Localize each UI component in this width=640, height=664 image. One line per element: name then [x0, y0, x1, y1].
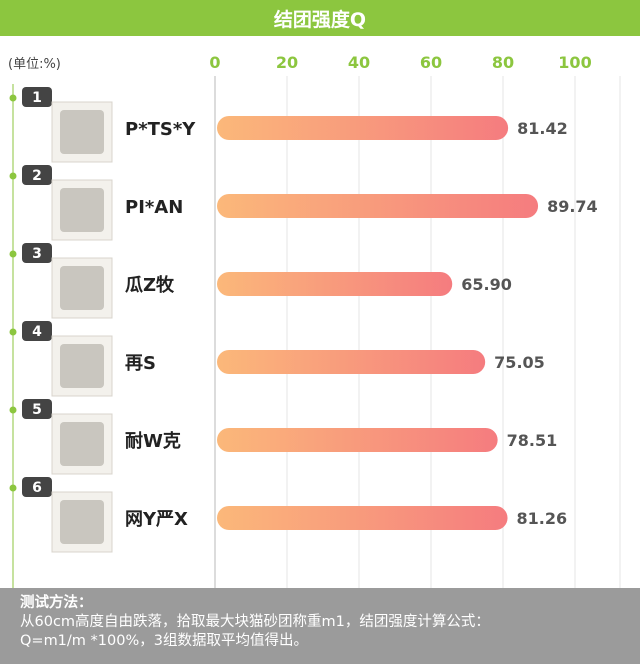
product-image-package-shape — [60, 422, 104, 466]
bar — [217, 506, 508, 530]
test-method-line-1: 从60cm高度自由跌落，拾取最大块猫砂团称重m1，结团强度计算公式： — [20, 614, 490, 630]
value-label: 65.90 — [461, 275, 512, 294]
timeline-dot — [9, 406, 17, 414]
timeline-dot — [9, 250, 17, 258]
bar-row: 4 再S 75.05 — [9, 321, 545, 397]
rank-badge — [22, 165, 52, 185]
test-method-note: 测试方法： 从60cm高度自由跌落，拾取最大块猫砂团称重m1，结团强度计算公式：… — [0, 588, 640, 664]
value-label: 81.26 — [517, 509, 568, 528]
bar — [217, 194, 539, 218]
rank-number: 1 — [32, 90, 42, 106]
rank-number: 4 — [32, 324, 42, 340]
rank-number: 5 — [32, 402, 42, 418]
category-label: 耐W克 — [125, 430, 181, 452]
value-label: 75.05 — [494, 353, 545, 372]
timeline-dot — [9, 94, 17, 102]
product-image-package-shape — [60, 110, 104, 154]
test-method-title: 测试方法： — [20, 595, 93, 611]
bar — [217, 350, 486, 374]
timeline-dot — [9, 328, 17, 336]
rank-badge — [22, 477, 52, 497]
bar-row: 3 瓜Z牧 65.90 — [9, 243, 512, 319]
product-image-package-shape — [60, 266, 104, 310]
bar-row: 1 P*TS*Y 81.42 — [9, 87, 568, 163]
rank-badge — [22, 243, 52, 263]
product-image-package-shape — [60, 188, 104, 232]
timeline-dot — [9, 484, 17, 492]
product-image-package-shape — [60, 500, 104, 544]
rank-number: 3 — [32, 246, 42, 262]
x-tick-label: 0 — [209, 53, 220, 72]
timeline-dot — [9, 172, 17, 180]
bar-row: 5 耐W克 78.51 — [9, 399, 558, 475]
x-tick-label: 100 — [558, 53, 591, 72]
value-label: 81.42 — [517, 119, 568, 138]
value-label: 78.51 — [507, 431, 558, 450]
test-method-line-2: Q=m1/m *100%，3组数据取平均值得出。 — [20, 633, 308, 649]
chart-title: 结团强度Q — [273, 8, 367, 31]
category-label: PI*AN — [125, 197, 183, 218]
x-tick-label: 40 — [348, 53, 370, 72]
bar-row: 6 网Y严X 81.26 — [9, 477, 568, 553]
bar — [217, 272, 453, 296]
rank-badge — [22, 321, 52, 341]
value-label: 89.74 — [547, 197, 598, 216]
bar — [217, 428, 498, 452]
rank-badge — [22, 87, 52, 107]
bar — [217, 116, 509, 140]
x-tick-label: 20 — [276, 53, 298, 72]
category-label: P*TS*Y — [125, 119, 196, 140]
rank-number: 6 — [32, 480, 42, 496]
chart-title-bar: 结团强度Q — [0, 0, 640, 36]
bar-chart: 0 20 40 60 80 100 1 P*TS*Y 81.42 2 PI*AN 89.74 3 瓜Z牧… — [9, 53, 621, 588]
unit-label: (单位:%) — [8, 57, 61, 72]
rank-number: 2 — [32, 168, 42, 184]
x-tick-label: 60 — [420, 53, 442, 72]
category-label: 网Y严X — [125, 509, 188, 530]
bar-row: 2 PI*AN 89.74 — [9, 165, 598, 241]
rank-badge — [22, 399, 52, 419]
category-label: 再S — [125, 353, 156, 374]
category-label: 瓜Z牧 — [125, 274, 175, 296]
product-image-package-shape — [60, 344, 104, 388]
x-tick-label: 80 — [492, 53, 514, 72]
